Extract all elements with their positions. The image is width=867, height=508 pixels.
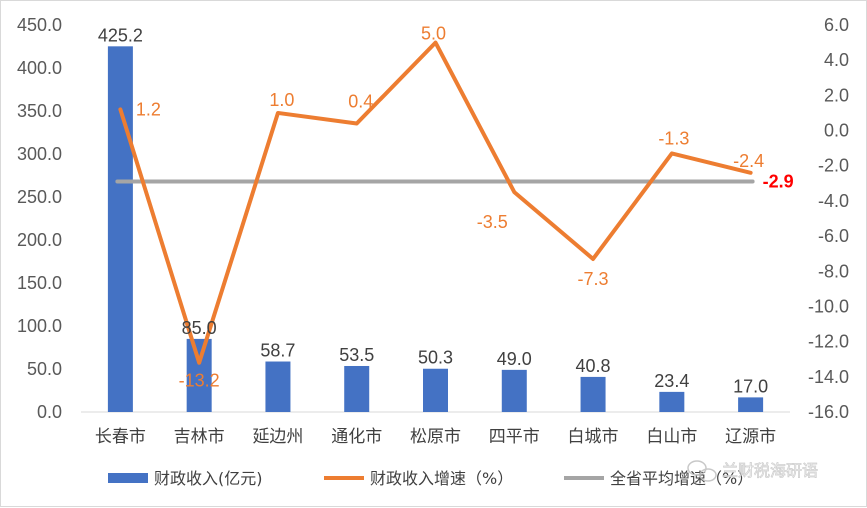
line-data-label: 0.4 (348, 92, 373, 112)
y-left-tick-label: 200.0 (17, 230, 62, 250)
wechat-icon-bubble (699, 468, 717, 482)
series-line-growth (118, 40, 753, 365)
bar (659, 391, 685, 412)
x-category-label: 延边州 (252, 427, 303, 447)
x-category-label: 白城市 (568, 427, 619, 447)
line-data-label: 1.0 (269, 90, 294, 110)
average-end-label: -2.9 (763, 172, 794, 192)
line-data-label: 1.2 (136, 99, 161, 119)
bar (738, 397, 764, 412)
bar-data-label: 49.0 (497, 349, 532, 369)
bar (344, 365, 370, 412)
y-right-tick-label: -12.0 (808, 332, 849, 352)
x-category-label: 吉林市 (174, 427, 225, 447)
bar-data-label: 23.4 (654, 371, 689, 391)
line-data-label: -1.3 (658, 128, 689, 148)
y-left-tick-label: 150.0 (17, 273, 62, 293)
x-category-label: 长春市 (95, 427, 146, 447)
bar (265, 361, 291, 412)
legend-label-bar: 财政收入(亿元) (154, 469, 263, 488)
y-right-tick-label: 4.0 (824, 50, 849, 70)
y-right-tick-label: -6.0 (818, 226, 849, 246)
line-data-label: -7.3 (578, 269, 609, 289)
bar-data-label: 53.5 (339, 345, 374, 365)
bar-data-label: 58.7 (260, 341, 295, 361)
line-data-label: -2.4 (733, 151, 764, 171)
x-category-label: 四平市 (489, 427, 540, 447)
wechat-icon (687, 460, 707, 476)
watermark: 兰财税海研语 (687, 460, 818, 482)
y-right-tick-label: -10.0 (808, 296, 849, 316)
bar-data-label: 17.0 (733, 376, 768, 396)
y-right-tick-label: 0.0 (824, 121, 849, 141)
x-category-label: 通化市 (331, 427, 382, 447)
y-left-tick-label: 300.0 (17, 144, 62, 164)
bar-data-label: 40.8 (576, 356, 611, 376)
bar (501, 369, 527, 412)
y-right-tick-label: -14.0 (808, 367, 849, 387)
y-left-tick-label: 0.0 (37, 402, 62, 422)
bar-data-label: 85.0 (182, 318, 217, 338)
watermark-text: 兰财税海研语 (722, 461, 818, 480)
y-right-tick-label: 6.0 (824, 15, 849, 35)
x-category-label: 白山市 (646, 427, 697, 447)
y-right-tick-label: 2.0 (824, 85, 849, 105)
y-left-tick-label: 50.0 (27, 359, 62, 379)
bar (580, 376, 606, 412)
legend-swatch-bar (108, 473, 148, 483)
bar-data-label: 425.2 (98, 25, 143, 45)
y-right-tick-label: -4.0 (818, 191, 849, 211)
bar (107, 46, 133, 412)
x-category-label: 松原市 (410, 427, 461, 447)
y-right-tick-label: -16.0 (808, 402, 849, 422)
line-data-label: -3.5 (477, 212, 508, 232)
legend-label-growth: 财政收入增速（%） (370, 469, 513, 488)
y-left-tick-label: 250.0 (17, 187, 62, 207)
y-left-tick-label: 100.0 (17, 316, 62, 336)
y-right-tick-label: -8.0 (818, 261, 849, 281)
y-right-tick-label: -2.0 (818, 156, 849, 176)
x-category-label: 辽源市 (725, 427, 776, 447)
bar-data-label: 50.3 (418, 348, 453, 368)
line-data-label: -13.2 (179, 371, 220, 391)
legend-label-average: 全省平均增速（%） (610, 469, 753, 488)
bar (186, 338, 212, 412)
bar (423, 368, 448, 412)
y-left-tick-label: 450.0 (17, 15, 62, 35)
y-left-tick-label: 350.0 (17, 101, 62, 121)
y-left-tick-label: 400.0 (17, 58, 62, 78)
line-data-label: 5.0 (421, 24, 446, 44)
